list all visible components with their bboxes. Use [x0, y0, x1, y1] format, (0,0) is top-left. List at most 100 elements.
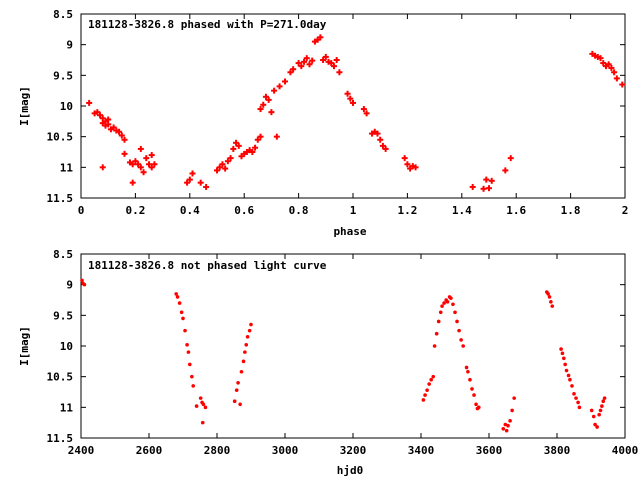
- unphased-data-point: [453, 310, 457, 315]
- unphased-data-point: [600, 404, 604, 408]
- unphased-data-point: [550, 304, 555, 308]
- unphased-data-point: [175, 295, 180, 299]
- phased-data-point: [273, 133, 280, 140]
- phased-data-point: [116, 128, 123, 135]
- phased-data-point: [224, 158, 231, 165]
- unphased-data-point: [568, 377, 572, 382]
- unphased-data-point: [464, 365, 469, 370]
- phased-data-point: [290, 66, 297, 73]
- unphased-x-tick-label: 2800: [204, 444, 231, 457]
- phased-data-point: [110, 124, 117, 131]
- unphased-data-point: [560, 351, 565, 356]
- unphased-data-point: [183, 328, 187, 333]
- unphased-x-tick-label: 2400: [68, 444, 95, 457]
- phased-data-point: [186, 176, 193, 183]
- phased-data-point: [404, 161, 411, 168]
- phased-data-point: [322, 53, 329, 60]
- phased-data-point: [608, 64, 615, 71]
- unphased-data-point: [431, 374, 436, 379]
- phased-data-point: [129, 161, 136, 168]
- phased-y-tick-label: 11: [60, 161, 74, 174]
- unphased-y-tick-label: 9: [66, 279, 73, 292]
- unphased-data-point: [461, 344, 465, 348]
- unphased-data-point: [512, 396, 516, 400]
- phased-data-point: [252, 144, 259, 151]
- unphased-data-point: [472, 393, 476, 397]
- unphased-data-point: [547, 295, 552, 299]
- phased-data-point: [132, 158, 139, 165]
- phased-data-point: [333, 57, 340, 63]
- phased-data-point: [99, 164, 106, 171]
- phased-data-point: [233, 139, 240, 146]
- phased-data-point: [301, 58, 308, 65]
- phased-data-point: [469, 183, 476, 190]
- phased-data-point: [360, 106, 367, 113]
- phased-data-point: [483, 176, 490, 183]
- phased-x-tick-label: 1.6: [506, 204, 526, 217]
- phased-data-point: [235, 142, 242, 149]
- phased-data-point: [254, 136, 261, 143]
- phased-data-point: [260, 101, 267, 108]
- unphased-x-tick-label: 3000: [272, 444, 299, 457]
- phased-data-point: [151, 161, 158, 168]
- unphased-data-point: [425, 388, 429, 392]
- unphased-data-point: [243, 350, 247, 354]
- phased-data-point: [146, 161, 152, 168]
- unphased-data-point: [181, 316, 185, 321]
- phased-x-tick-label: 1.4: [452, 204, 472, 217]
- unphased-data-point: [589, 408, 594, 413]
- unphased-data-point: [457, 328, 461, 333]
- phased-y-axis-label: I[mag]: [18, 86, 31, 126]
- unphased-data-point: [198, 396, 203, 400]
- unphased-data-point: [200, 420, 205, 425]
- unphased-x-tick-label: 2600: [136, 444, 163, 457]
- phased-data-point: [488, 177, 495, 184]
- unphased-y-tick-label: 11: [60, 401, 74, 414]
- phased-data-point: [363, 110, 370, 117]
- unphased-data-point: [459, 338, 463, 342]
- phased-data-point: [502, 167, 509, 174]
- phased-points: [86, 34, 626, 192]
- phased-data-point: [118, 132, 125, 139]
- phased-data-point: [143, 155, 150, 162]
- phased-data-point: [486, 185, 492, 192]
- unphased-data-point: [466, 369, 470, 374]
- phased-data-point: [597, 55, 604, 62]
- phased-data-point: [148, 152, 155, 159]
- phased-data-point: [230, 145, 237, 152]
- unphased-data-point: [194, 404, 199, 408]
- unphased-data-point: [432, 344, 437, 348]
- phased-data-point: [216, 164, 223, 171]
- unphased-x-tick-label: 3400: [408, 444, 435, 457]
- phased-data-point: [268, 109, 275, 116]
- unphased-data-point: [421, 398, 426, 402]
- unphased-data-point: [510, 408, 514, 413]
- phased-data-point: [276, 83, 283, 90]
- phased-data-point: [600, 60, 607, 67]
- phased-x-tick-label: 1: [350, 204, 357, 217]
- phased-ticks: 0 0.2 0.4 0.6 0.8 1 1.2 1.4 1.6 1.8 2 8.5 9 9.5 10 10.5…: [47, 8, 629, 217]
- phased-data-point: [262, 93, 269, 100]
- unphased-chart-title: 181128-3826.8 not phased light curve: [88, 259, 327, 272]
- phased-data-point: [257, 106, 264, 113]
- phased-plot-frame: [80, 13, 626, 199]
- phased-data-point: [148, 164, 155, 171]
- unphased-data-point: [501, 427, 506, 431]
- phased-data-point: [309, 57, 316, 64]
- phased-data-point: [480, 185, 487, 192]
- phased-y-tick-label: 9: [66, 39, 73, 52]
- unphased-data-point: [188, 362, 192, 367]
- phased-data-point: [344, 90, 351, 97]
- unphased-data-point: [80, 278, 84, 283]
- phased-data-point: [184, 179, 191, 186]
- unphased-data-point: [436, 319, 441, 324]
- unphased-data-point: [429, 377, 434, 382]
- unphased-data-point: [185, 342, 189, 347]
- phased-x-axis-label: phase: [333, 225, 366, 238]
- unphased-y-tick-label: 11.5: [47, 432, 74, 445]
- phased-x-tick-label: 0.4: [180, 204, 200, 217]
- phased-x-tick-label: 2: [622, 204, 629, 217]
- phased-data-point: [214, 167, 220, 174]
- unphased-data-point: [427, 382, 431, 386]
